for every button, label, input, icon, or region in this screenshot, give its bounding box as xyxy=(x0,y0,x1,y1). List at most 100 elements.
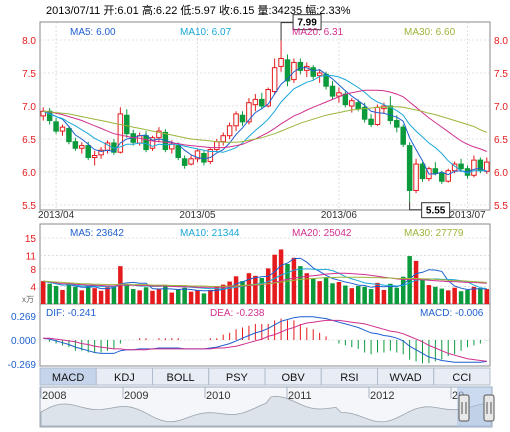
tab-label[interactable]: KDJ xyxy=(114,372,135,384)
tab-wvad[interactable]: WVAD xyxy=(377,367,435,386)
tab-boll[interactable]: BOLL xyxy=(152,367,210,386)
price-moving-averages xyxy=(43,67,488,176)
macd-dif-line xyxy=(43,316,487,363)
volume-bars xyxy=(40,249,490,304)
tab-label[interactable]: MACD xyxy=(52,372,84,384)
tab-label[interactable]: PSY xyxy=(226,372,249,384)
volume-bar xyxy=(253,275,258,304)
volume-bar xyxy=(323,277,329,304)
volume-moving-averages xyxy=(43,257,487,292)
price-tick-label-right: 6.5 xyxy=(494,135,508,146)
min-marker-box xyxy=(421,202,451,219)
tab-kdj[interactable]: KDJ xyxy=(95,367,153,386)
candle-body xyxy=(149,137,156,149)
volume-bar xyxy=(458,291,464,304)
volume-bar xyxy=(156,288,162,304)
volume-axis: 15 11 8 4 xyxy=(25,234,490,293)
candle-body xyxy=(278,57,284,67)
timeline-overview-area xyxy=(40,395,492,427)
candle-body xyxy=(361,106,368,120)
candle-body xyxy=(194,150,201,160)
volume-bar xyxy=(188,291,194,304)
timeline-right-handle[interactable] xyxy=(483,394,495,422)
volume-bar xyxy=(66,282,72,304)
candle-body xyxy=(226,125,233,137)
volume-bar xyxy=(220,284,226,304)
candle-body xyxy=(201,153,207,163)
timeline-overview xyxy=(40,395,492,427)
tab-macd[interactable]: MACD xyxy=(39,367,97,386)
legend-ma10: MA10: 6.07 xyxy=(180,27,232,38)
tab-label[interactable]: CCI xyxy=(452,372,471,384)
price-tick-label-left: 7.5 xyxy=(22,69,36,80)
volume-bar xyxy=(452,287,457,304)
volume-bar xyxy=(233,276,239,304)
right-handle-grip[interactable] xyxy=(483,394,495,422)
volume-tick-label: 11 xyxy=(26,252,37,263)
candle-body xyxy=(297,61,304,71)
tab-label[interactable]: OBV xyxy=(282,372,306,384)
candle-body xyxy=(368,118,374,125)
macd-panel-frame xyxy=(39,303,491,367)
tab-label[interactable]: WVAD xyxy=(390,372,422,384)
volume-bar xyxy=(111,285,117,304)
candle-body xyxy=(188,158,194,165)
volume-bar xyxy=(304,273,310,304)
volume-bar xyxy=(240,281,245,304)
volume-bar xyxy=(381,289,387,304)
tab-obv[interactable]: OBV xyxy=(264,367,322,386)
tab-cci[interactable]: CCI xyxy=(433,367,491,386)
volume-bar xyxy=(175,289,181,304)
candle-body xyxy=(458,163,464,170)
price-tick-label-left: 7.0 xyxy=(22,102,36,113)
volume-bar xyxy=(420,279,425,304)
price-tick-label-right: 8.0 xyxy=(494,36,508,47)
volume-bar xyxy=(368,289,374,304)
price-tick-label-right: 7.0 xyxy=(494,102,508,113)
date-tick-label: 2013/05 xyxy=(179,210,216,221)
candle-body xyxy=(400,126,406,145)
tab-label[interactable]: RSI xyxy=(340,372,358,384)
candle-body xyxy=(91,155,98,158)
candle-body xyxy=(175,145,181,158)
candle-body xyxy=(117,113,124,153)
volume-tick-label: 15 xyxy=(25,234,37,245)
volume-bar xyxy=(53,285,59,304)
date-tick-label: 2013/07 xyxy=(449,210,486,221)
volume-bar xyxy=(394,287,400,304)
candle-body xyxy=(169,143,175,150)
volume-bar xyxy=(330,283,335,304)
candle-body xyxy=(259,98,265,107)
tab-label[interactable]: BOLL xyxy=(167,372,195,384)
tab-rsi[interactable]: RSI xyxy=(320,367,378,386)
volume-bar xyxy=(426,285,432,304)
volume-bar xyxy=(105,287,110,304)
candle-body xyxy=(310,67,316,77)
quote-date: 2013/07/11 xyxy=(46,5,100,17)
price-panel-frame xyxy=(39,21,491,211)
quote-header: 2013/07/11 开:6.01 高:6.22 低:5.97 收:6.15 量… xyxy=(46,3,351,17)
volume-bar xyxy=(150,290,155,304)
year-label: 2011 xyxy=(288,390,312,402)
macd-dea-line xyxy=(43,319,487,362)
candle-body xyxy=(342,93,349,106)
candle-body xyxy=(394,120,400,128)
candle-body xyxy=(59,126,66,132)
candle-body xyxy=(246,102,252,123)
price-ma10-line xyxy=(43,75,487,174)
tab-psy[interactable]: PSY xyxy=(208,367,266,386)
open-label: 开: xyxy=(103,5,117,17)
timeline-left-handle[interactable] xyxy=(458,394,470,422)
volume-bar xyxy=(362,286,367,304)
price-tick-label-left: 5.5 xyxy=(22,201,36,212)
candle-body xyxy=(406,145,413,191)
volume-bar xyxy=(336,282,342,304)
left-handle-grip[interactable] xyxy=(458,394,470,422)
volume-bar xyxy=(484,289,490,304)
volume-bar xyxy=(92,288,97,304)
candle-body xyxy=(136,135,143,144)
volume-bar xyxy=(349,288,355,304)
legend-ma5: MA5: 6.00 xyxy=(70,27,116,38)
tab-background[interactable] xyxy=(433,367,491,386)
